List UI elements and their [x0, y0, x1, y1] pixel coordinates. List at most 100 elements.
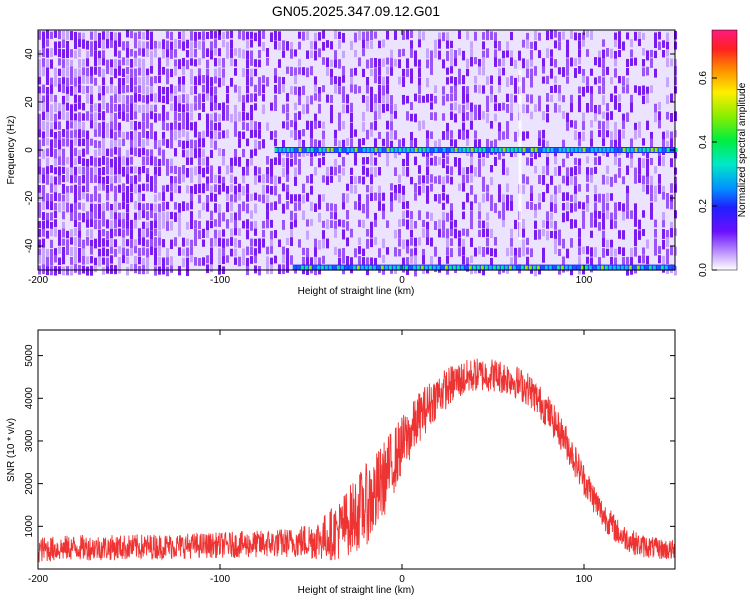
heatmap-cell	[414, 183, 417, 193]
heatmap-cell	[554, 230, 557, 240]
heatmap-cell	[654, 50, 657, 59]
heatmap-cell	[378, 75, 381, 85]
heatmap-cell	[190, 58, 193, 66]
heatmap-cell	[314, 247, 317, 258]
heatmap-band-cell	[330, 148, 334, 152]
heatmap-cell	[490, 176, 493, 186]
heatmap-cell	[214, 174, 217, 184]
heatmap-cell	[470, 237, 473, 247]
heatmap-cell	[578, 247, 581, 256]
heatmap-cell	[114, 68, 117, 79]
heatmap-cell	[582, 86, 585, 97]
heatmap-cell	[470, 219, 473, 230]
heatmap-cell	[110, 148, 113, 157]
heatmap-cell	[70, 175, 73, 184]
heatmap-cell	[498, 149, 501, 160]
heatmap-cell	[50, 104, 53, 114]
heatmap-cell	[66, 266, 69, 276]
heatmap-cell	[490, 31, 493, 40]
heatmap-cell	[490, 140, 493, 149]
heatmap-cell	[594, 104, 597, 115]
heatmap-cell	[450, 203, 453, 212]
heatmap-cell	[542, 111, 545, 121]
heatmap-cell	[342, 219, 345, 228]
heatmap-band-cell	[508, 265, 512, 270]
colorbar-tick-label: 0.2	[698, 199, 709, 213]
heatmap-cell	[182, 140, 185, 150]
heatmap-cell	[346, 256, 349, 266]
heatmap-band-cell	[582, 148, 586, 152]
heatmap-band-cell	[526, 148, 530, 152]
heatmap-cell	[250, 57, 253, 66]
heatmap-cell	[646, 66, 649, 76]
heatmap-cell	[358, 255, 361, 265]
heatmap-cell	[526, 176, 529, 185]
heatmap-cell	[54, 122, 57, 130]
heatmap-cell	[170, 122, 173, 131]
heatmap-cell	[562, 31, 565, 40]
heatmap-cell	[306, 67, 309, 78]
heatmap-cell	[194, 48, 197, 58]
heatmap-cell	[282, 167, 285, 178]
heatmap-cell	[150, 31, 153, 42]
heatmap-cell	[290, 237, 293, 247]
heatmap-cell	[666, 95, 669, 105]
heatmap-cell	[346, 94, 349, 104]
heatmap-cell	[422, 228, 425, 238]
heatmap-cell	[234, 121, 237, 131]
heatmap-cell	[102, 77, 105, 85]
heatmap-cell	[282, 140, 285, 149]
heatmap-cell	[202, 31, 205, 41]
heatmap-band-cell	[598, 148, 602, 152]
heatmap-cell	[446, 122, 449, 132]
heatmap-cell	[198, 220, 201, 230]
heatmap-cell	[546, 140, 549, 148]
heatmap-cell	[58, 68, 61, 76]
heatmap-cell	[402, 48, 405, 57]
heatmap-cell	[514, 247, 517, 257]
heatmap-cell	[198, 166, 201, 176]
heatmap-cell	[426, 94, 429, 103]
heatmap-cell	[78, 112, 81, 122]
heatmap-cell	[630, 39, 633, 48]
heatmap-cell	[430, 237, 433, 247]
heatmap-cell	[390, 192, 393, 202]
heatmap-cell	[250, 77, 253, 87]
heatmap-cell	[442, 202, 445, 210]
heatmap-cell	[446, 212, 449, 222]
heatmap-cell	[50, 147, 53, 157]
heatmap-cell	[50, 183, 53, 193]
heatmap-cell	[178, 31, 181, 40]
heatmap-cell	[146, 68, 149, 78]
heatmap-cell	[294, 194, 297, 202]
heatmap-cell	[490, 165, 493, 173]
heatmap-cell	[114, 185, 117, 194]
heatmap-cell	[70, 86, 73, 96]
heatmap-cell	[218, 203, 221, 214]
heatmap-cell	[178, 185, 181, 194]
heatmap-cell	[370, 58, 373, 69]
heatmap-cell	[90, 219, 93, 227]
heatmap-cell	[130, 59, 133, 68]
heatmap-cell	[602, 58, 605, 69]
heatmap-cell	[494, 203, 497, 213]
heatmap-cell	[318, 103, 321, 114]
heatmap-cell	[194, 121, 197, 132]
heatmap-cell	[210, 149, 213, 158]
heatmap-cell	[590, 68, 593, 76]
heatmap-cell	[94, 149, 97, 157]
heatmap-cell	[162, 138, 165, 146]
heatmap-cell	[230, 194, 233, 202]
heatmap-cell	[530, 59, 533, 67]
heatmap-cell	[114, 248, 117, 257]
heatmap-cell	[602, 138, 605, 147]
heatmap-cell	[246, 219, 249, 229]
heatmap-cell	[38, 113, 41, 124]
heatmap-cell	[646, 239, 649, 249]
heatmap-cell	[418, 95, 421, 104]
heatmap-cell	[606, 66, 609, 75]
heatmap-cell	[62, 104, 65, 113]
heatmap-cell	[362, 95, 365, 103]
heatmap-cell	[482, 32, 485, 40]
heatmap-cell	[410, 131, 413, 141]
